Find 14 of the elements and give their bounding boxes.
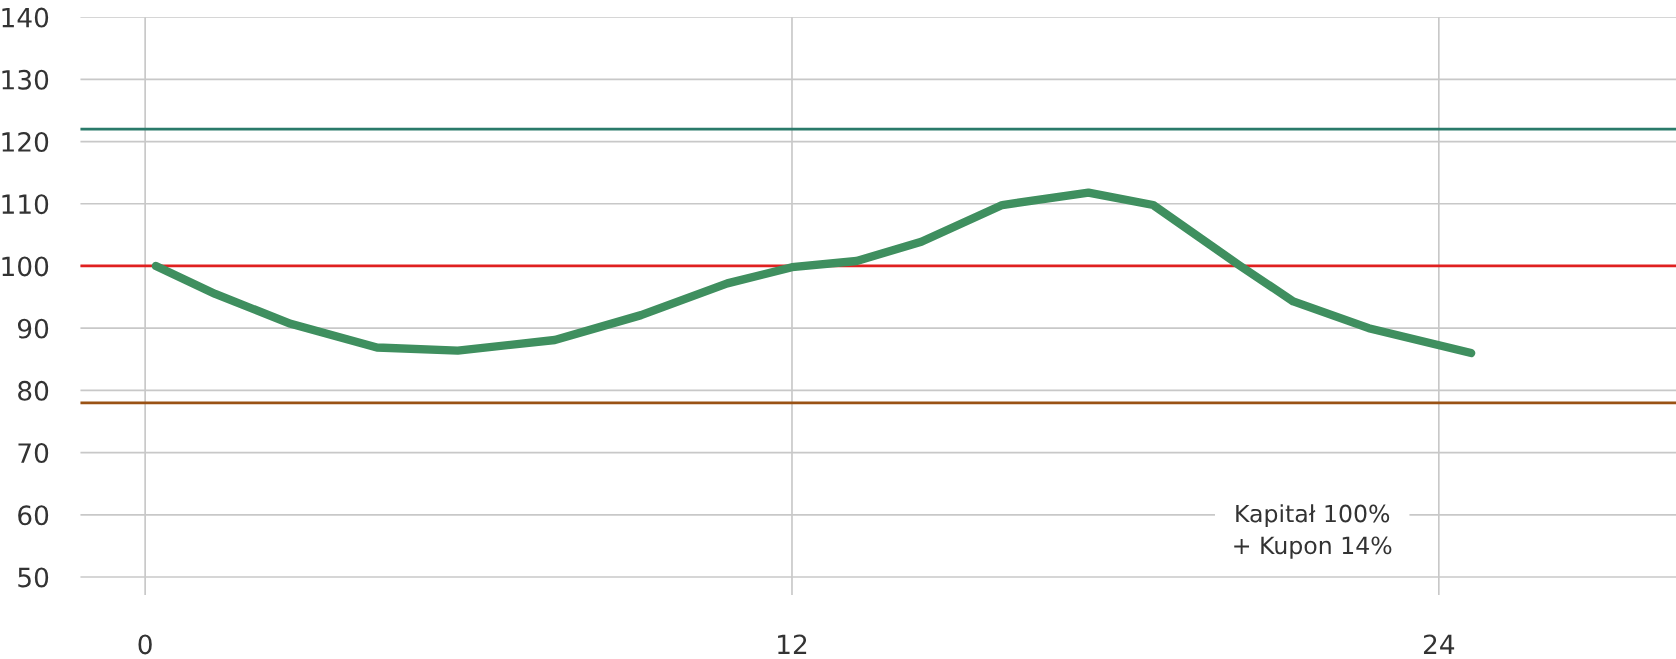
y-tick-label: 60 — [18, 505, 49, 526]
y-tick-label: 140 — [2, 7, 49, 28]
y-tick-label: 120 — [2, 132, 49, 152]
x-tick-label: 0 — [138, 634, 152, 655]
y-tick-label: 130 — [2, 69, 49, 90]
y-tick-label: 110 — [2, 194, 49, 215]
y-tick-label: 90 — [17, 318, 49, 339]
y-tick-label: 80 — [18, 380, 49, 401]
annotation: Kapitał 100% + Kupon 14% — [1234, 504, 1392, 559]
y-tick-label: 70 — [18, 443, 49, 464]
x-tick-label: 12 — [778, 634, 807, 655]
x-tick-label: 24 — [1423, 634, 1455, 655]
y-tick-label: 50 — [18, 567, 49, 588]
y-tick-label: 100 — [2, 256, 49, 277]
